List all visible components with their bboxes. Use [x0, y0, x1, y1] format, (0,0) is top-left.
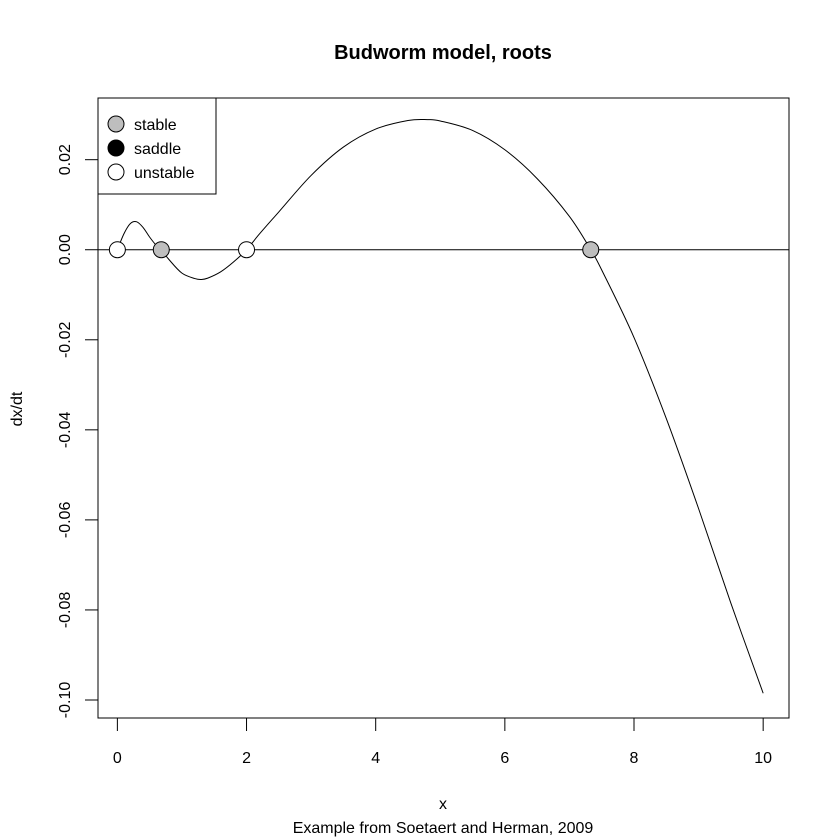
chart-title: Budworm model, roots — [334, 42, 552, 64]
y-tick-label: -0.02 — [57, 321, 74, 358]
y-tick-label: -0.10 — [57, 682, 74, 719]
legend-label-unstable: unstable — [134, 165, 195, 182]
legend-marker-stable — [107, 115, 125, 133]
x-tick-label: 4 — [371, 750, 380, 767]
x-tick-label: 0 — [113, 750, 122, 767]
x-tick-label: 8 — [630, 750, 639, 767]
y-tick-label: 0.00 — [57, 234, 74, 265]
unstable-point — [238, 241, 256, 259]
legend: stable saddle unstable — [97, 97, 217, 195]
equilibrium-points — [108, 241, 600, 259]
rate-curve — [116, 118, 764, 694]
x-tick-label: 6 — [500, 750, 509, 767]
y-tick-label: 0.02 — [57, 144, 74, 175]
y-tick-label: -0.04 — [57, 412, 74, 449]
y-tick-label: -0.08 — [57, 592, 74, 629]
x-tick-label: 2 — [242, 750, 251, 767]
legend-label-stable: stable — [134, 117, 177, 134]
unstable-point — [108, 241, 126, 259]
stable-point — [152, 241, 170, 259]
x-tick-label: 10 — [754, 750, 772, 767]
legend-label-saddle: saddle — [134, 141, 181, 158]
stable-point — [582, 241, 600, 259]
y-axis: -0.10 -0.08 -0.06 -0.04 -0.02 0.00 0.02 — [57, 144, 99, 719]
x-axis: 0 2 4 6 8 10 — [113, 717, 772, 767]
x-axis-label: x — [439, 796, 447, 813]
legend-marker-saddle — [107, 139, 125, 157]
legend-marker-unstable — [107, 163, 125, 181]
y-axis-label: dx/dt — [9, 391, 26, 426]
chart-subtitle: Example from Soetaert and Herman, 2009 — [293, 820, 594, 837]
y-tick-label: -0.06 — [57, 502, 74, 539]
